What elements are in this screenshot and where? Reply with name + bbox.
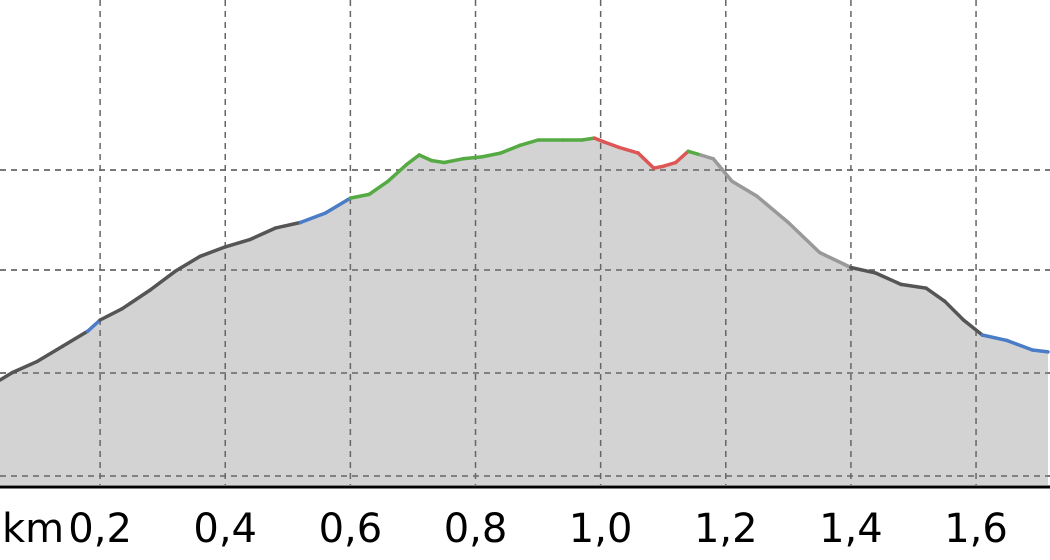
profile-segment xyxy=(849,265,878,275)
profile-segment xyxy=(85,318,102,334)
profile-segment xyxy=(0,370,15,382)
profile-segment xyxy=(10,359,40,375)
profile-segment xyxy=(874,271,903,287)
elevation-profile-line xyxy=(0,136,1050,382)
x-tick-labels: 0,2 0,4 0,6 0,8 1,0 1,2 1,4 1,6 xyxy=(68,506,1008,552)
profile-segment xyxy=(480,151,503,159)
profile-segment xyxy=(461,155,484,161)
profile-segment xyxy=(517,138,540,148)
profile-segment xyxy=(661,160,678,169)
x-tick-label: 1,0 xyxy=(569,506,633,552)
x-tick-label: 0,6 xyxy=(319,506,383,552)
profile-segment xyxy=(1030,348,1050,354)
profile-segment xyxy=(367,179,390,197)
profile-segment xyxy=(120,288,152,311)
profile-segment xyxy=(386,162,409,184)
profile-segment xyxy=(617,145,640,155)
x-tick-label: 0,2 xyxy=(68,506,132,552)
x-tick-label: 1,2 xyxy=(694,506,758,552)
profile-segment xyxy=(1005,338,1035,352)
profile-segment xyxy=(699,153,716,161)
profile-segment xyxy=(686,149,703,157)
elevation-area-fill xyxy=(0,138,1048,485)
x-unit-label: km xyxy=(2,506,64,552)
profile-segment xyxy=(223,237,253,249)
profile-segment xyxy=(980,333,1010,343)
profile-segment xyxy=(961,318,985,337)
profile-segment xyxy=(580,136,597,142)
profile-segment xyxy=(755,194,791,225)
x-tick-label: 1,4 xyxy=(819,506,883,552)
profile-segment xyxy=(248,226,278,242)
x-tick-label: 1,6 xyxy=(944,506,1008,552)
profile-segment xyxy=(173,254,202,274)
vertical-gridlines xyxy=(0,0,1050,485)
profile-segment xyxy=(298,211,328,225)
profile-segment xyxy=(899,282,928,290)
profile-segment xyxy=(60,329,90,349)
profile-segment xyxy=(442,157,465,165)
profile-segment xyxy=(786,220,822,255)
profile-segment xyxy=(817,250,853,270)
profile-segment xyxy=(673,149,690,165)
profile-segment xyxy=(273,220,303,230)
profile-segment xyxy=(711,157,734,184)
profile-segment xyxy=(602,140,622,150)
profile-segment xyxy=(417,153,434,163)
profile-segment xyxy=(35,344,65,364)
x-tick-label: 0,8 xyxy=(444,506,508,552)
profile-segment xyxy=(943,299,966,322)
profile-segment xyxy=(98,307,124,322)
profile-segment xyxy=(730,179,759,199)
profile-segment xyxy=(404,153,421,167)
profile-segment xyxy=(498,143,522,155)
profile-segment xyxy=(429,158,446,165)
profile-segment xyxy=(148,269,177,292)
profile-segment xyxy=(323,196,353,215)
profile-segment xyxy=(198,245,227,259)
profile-segment xyxy=(348,192,371,200)
profile-segment xyxy=(636,151,656,170)
profile-segment xyxy=(924,286,947,304)
x-tick-label: 0,4 xyxy=(193,506,257,552)
